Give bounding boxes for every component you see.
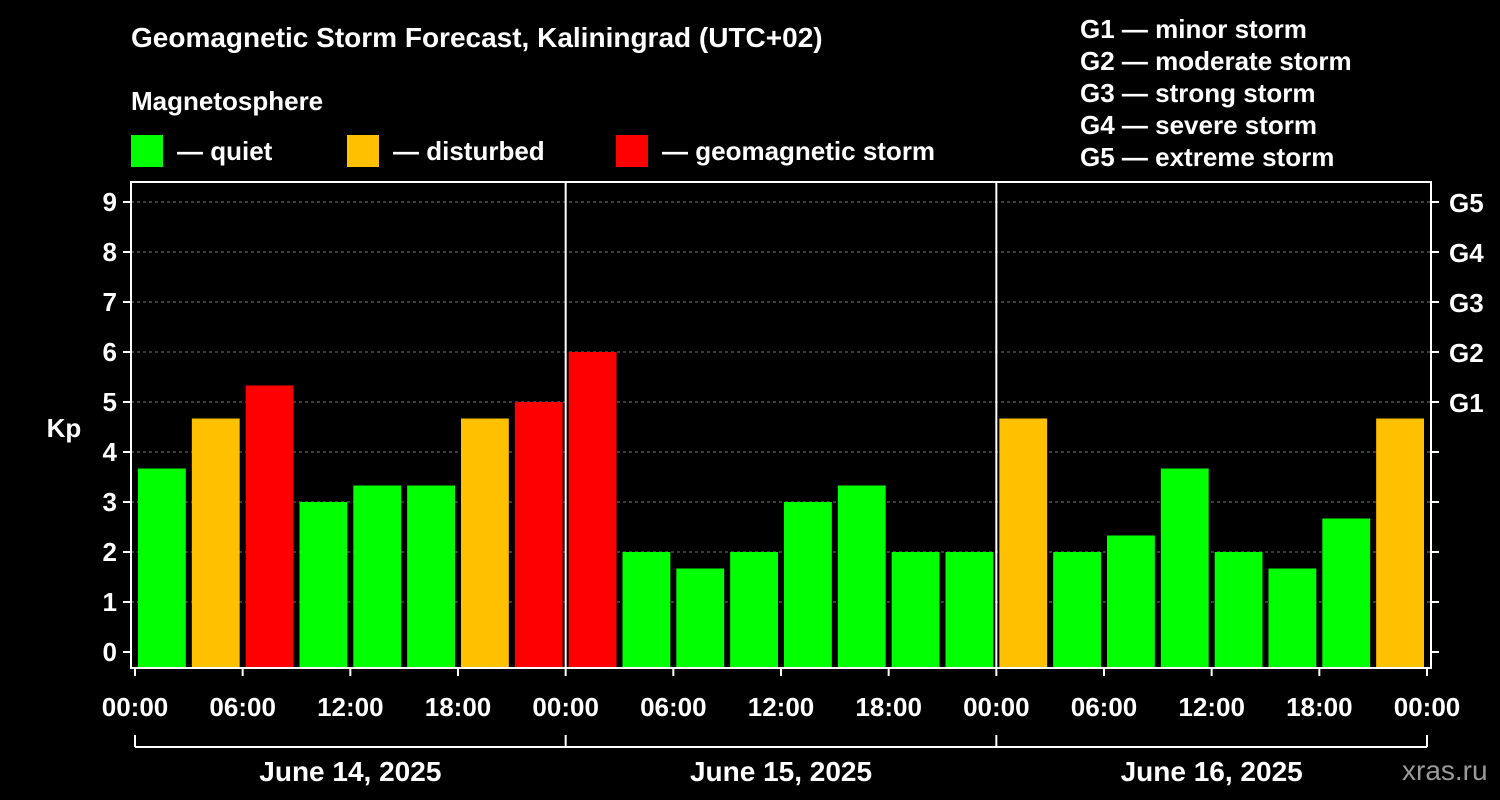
legend-label-disturbed: — disturbed xyxy=(393,135,545,166)
bar xyxy=(407,485,455,668)
legend-item-disturbed: — disturbed xyxy=(347,134,545,168)
y-tick-label: 5 xyxy=(103,387,117,417)
legend-swatch-quiet xyxy=(131,135,163,167)
storm-scale-legend: G1 — minor storm G2 — moderate storm G3 … xyxy=(1080,13,1352,173)
bar xyxy=(1053,552,1101,668)
y-tick-label: 3 xyxy=(103,487,117,517)
day-label: June 16, 2025 xyxy=(1121,756,1303,787)
bar xyxy=(1214,552,1263,668)
y-tick-label: 0 xyxy=(103,637,117,667)
bar xyxy=(784,502,832,668)
legend-item-quiet: — quiet xyxy=(131,134,272,168)
storm-scale-g4: G4 — severe storm xyxy=(1080,110,1318,140)
bar xyxy=(1322,518,1371,668)
bar xyxy=(730,552,778,668)
storm-scale-g3: G3 — strong storm xyxy=(1080,78,1316,108)
x-tick-label: 00:00 xyxy=(102,692,169,722)
legend-item-storm: — geomagnetic storm xyxy=(616,134,935,168)
x-tick-label: 12:00 xyxy=(1178,692,1245,722)
x-tick-label: 00:00 xyxy=(1394,692,1461,722)
x-tick-label: 12:00 xyxy=(317,692,384,722)
x-tick-label: 00:00 xyxy=(532,692,599,722)
storm-scale-g5: G5 — extreme storm xyxy=(1080,142,1335,172)
right-tick-label: G2 xyxy=(1449,338,1484,368)
bar xyxy=(568,352,617,668)
bar xyxy=(191,418,240,668)
storm-scale-g1: G1 — minor storm xyxy=(1080,14,1307,44)
bar xyxy=(676,568,725,668)
legend-swatch-disturbed xyxy=(347,135,379,167)
storm-scale-g2: G2 — moderate storm xyxy=(1080,46,1352,76)
bar xyxy=(999,418,1048,668)
y-tick-label: 6 xyxy=(103,337,117,367)
day-label: June 14, 2025 xyxy=(259,756,441,787)
bar xyxy=(138,468,186,668)
legend-title: Magnetosphere xyxy=(131,86,324,116)
right-tick-label: G4 xyxy=(1449,238,1484,268)
bar xyxy=(1160,468,1209,668)
y-tick-label: 4 xyxy=(103,437,118,467)
bar xyxy=(945,552,994,668)
bar xyxy=(245,385,294,668)
y-axis-label: Kp xyxy=(47,413,82,443)
right-tick-label: G5 xyxy=(1449,188,1484,218)
bar xyxy=(461,418,509,668)
legend-label-quiet: — quiet xyxy=(177,135,273,166)
right-tick-label: G1 xyxy=(1449,388,1484,418)
bar xyxy=(353,485,402,668)
legend-swatch-storm xyxy=(616,135,648,167)
legend-label-storm: — geomagnetic storm xyxy=(662,135,936,166)
x-tick-label: 18:00 xyxy=(425,692,492,722)
bar xyxy=(299,502,348,668)
x-tick-label: 06:00 xyxy=(1071,692,1138,722)
right-tick-label: G3 xyxy=(1449,288,1484,318)
x-tick-label: 18:00 xyxy=(1286,692,1353,722)
watermark: xras.ru xyxy=(1402,755,1488,786)
x-tick-label: 06:00 xyxy=(640,692,707,722)
y-tick-label: 2 xyxy=(103,537,117,567)
x-tick-label: 12:00 xyxy=(748,692,815,722)
bar xyxy=(1268,568,1317,668)
y-tick-label: 7 xyxy=(103,287,117,317)
bar xyxy=(514,402,563,668)
bar xyxy=(837,485,886,668)
bar xyxy=(891,552,940,668)
y-tick-label: 8 xyxy=(103,237,117,267)
x-tick-label: 06:00 xyxy=(209,692,276,722)
bar xyxy=(1107,535,1155,668)
y-tick-label: 1 xyxy=(103,587,117,617)
chart-title: Geomagnetic Storm Forecast, Kaliningrad … xyxy=(131,22,823,53)
day-label: June 15, 2025 xyxy=(690,756,872,787)
bar xyxy=(1376,418,1424,668)
x-tick-label: 00:00 xyxy=(963,692,1030,722)
y-tick-label: 9 xyxy=(103,187,117,217)
bar xyxy=(622,552,671,668)
x-tick-label: 18:00 xyxy=(855,692,922,722)
